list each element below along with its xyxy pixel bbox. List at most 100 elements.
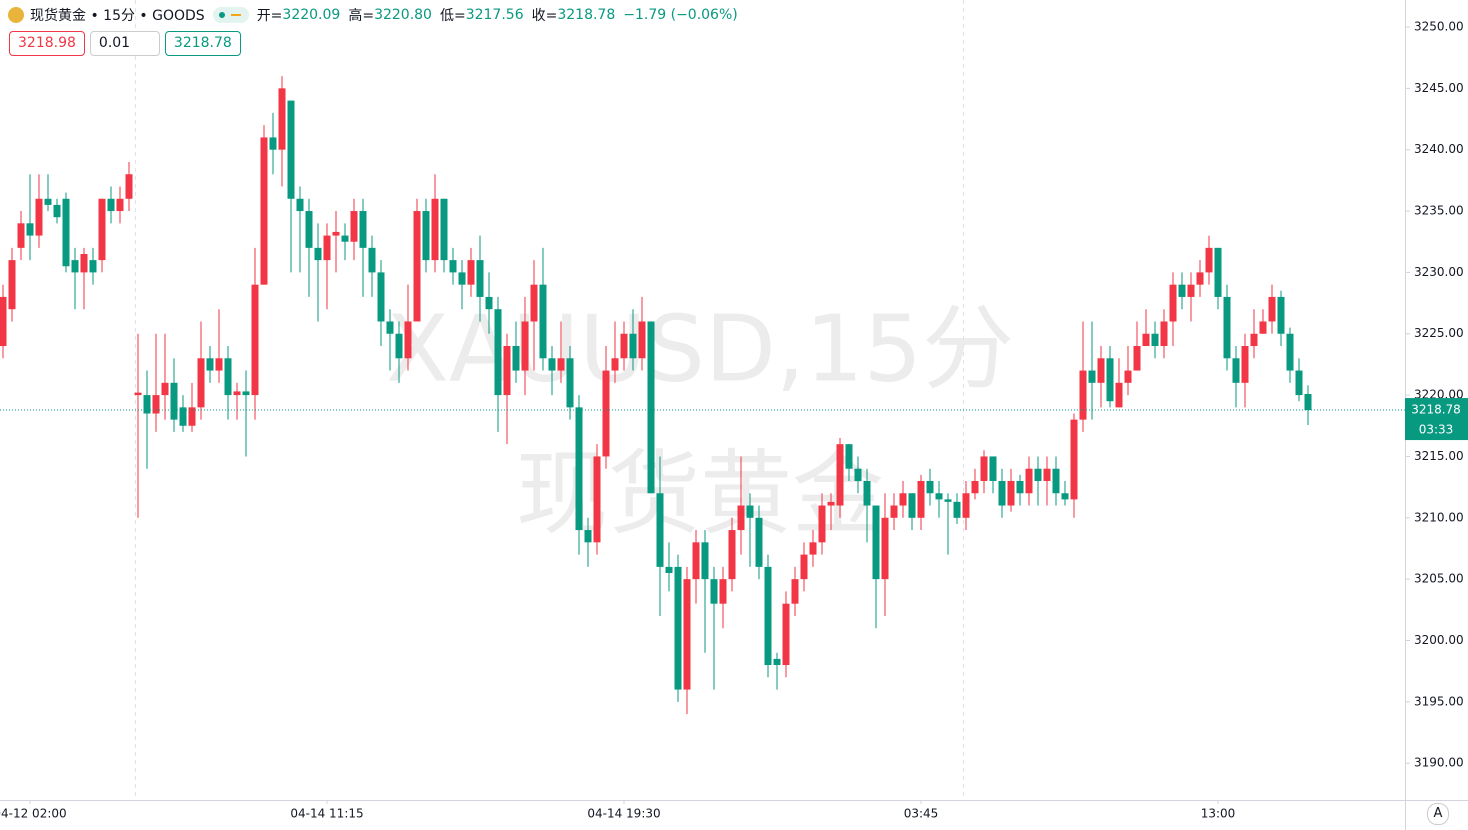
candle-body <box>1187 284 1195 297</box>
candle-body <box>791 579 799 604</box>
y-tick-label: 3205.00 <box>1414 572 1464 586</box>
change: −1.79 (−0.06%) <box>623 7 738 23</box>
candle-body <box>422 211 430 261</box>
candle-body <box>1025 468 1033 494</box>
candle-body <box>377 272 385 322</box>
candle-body <box>539 284 547 359</box>
x-tick-label: 03:45 <box>904 807 939 821</box>
candle-body <box>728 530 736 580</box>
y-tick-label: 3195.00 <box>1414 694 1464 708</box>
candle-body <box>1088 370 1096 383</box>
candle-body <box>323 235 331 261</box>
candle-body <box>17 223 25 248</box>
candle-body <box>944 499 952 502</box>
candle-body <box>503 346 511 396</box>
candle-body <box>269 137 277 150</box>
candle-body <box>359 211 367 248</box>
candle-body <box>179 407 187 426</box>
candle-body <box>782 603 790 666</box>
price-label: 3218.78 <box>1411 403 1461 417</box>
candle-body <box>746 505 754 518</box>
candle-body <box>755 517 763 567</box>
candle-body <box>1052 468 1060 494</box>
candle-body <box>989 456 997 481</box>
candle-body <box>404 321 412 359</box>
candle-body <box>683 579 691 690</box>
candle-body <box>1115 382 1123 408</box>
candle-body <box>251 284 259 396</box>
y-tick-label: 3245.00 <box>1414 81 1464 95</box>
candle-body <box>1295 370 1303 396</box>
candle-body <box>197 358 205 408</box>
candle-body <box>485 296 493 310</box>
candle-body <box>62 198 70 267</box>
candle-body <box>170 382 178 420</box>
candle-body <box>1151 333 1159 347</box>
candle-body <box>1277 296 1285 334</box>
candle-body <box>800 554 808 580</box>
trade-tags: 3218.98 0.01 3218.78 <box>9 31 241 56</box>
candle-body <box>44 198 52 205</box>
x-tick-label: 04-14 19:30 <box>587 807 660 821</box>
candle-body <box>773 658 781 666</box>
candle-body <box>566 358 574 408</box>
watermark-name: 现货黄金 <box>516 440 884 547</box>
sell-price[interactable]: 3218.98 <box>9 31 85 56</box>
candle-body <box>1241 346 1249 383</box>
candle-body <box>152 395 160 414</box>
high: 3220.80 <box>374 7 432 23</box>
candle-body <box>611 358 619 371</box>
candle-body <box>1223 296 1231 359</box>
candle-body <box>35 198 43 236</box>
candle-body <box>872 505 880 580</box>
candle-body <box>647 321 655 494</box>
low: 3217.56 <box>465 7 524 23</box>
candle-body <box>1124 370 1132 383</box>
candle-body <box>80 253 88 273</box>
candle-body <box>1016 480 1024 494</box>
candle-body <box>107 198 115 212</box>
auto-scale-button[interactable]: A <box>1427 803 1449 825</box>
candle-body <box>440 198 448 261</box>
candle-body <box>125 174 133 199</box>
candle-body <box>134 392 142 396</box>
y-tick-label: 3230.00 <box>1414 265 1464 279</box>
candle-body <box>890 505 898 518</box>
y-tick-label: 3190.00 <box>1414 756 1464 770</box>
candle-body <box>1232 358 1240 383</box>
candle-body <box>629 333 637 359</box>
buy-price[interactable]: 3218.78 <box>164 31 241 56</box>
candle-body <box>665 566 673 574</box>
candle-body <box>53 204 61 218</box>
candle-body <box>413 211 421 322</box>
candle-body <box>557 358 565 371</box>
candle-body <box>953 501 961 518</box>
candle-body <box>836 444 844 506</box>
candle-body <box>206 358 214 371</box>
candle-body <box>926 480 934 494</box>
candle-body <box>692 542 700 580</box>
symbol-icon <box>8 7 24 23</box>
candle-body <box>116 198 124 212</box>
candle-body <box>260 137 268 285</box>
candle-body <box>98 198 106 261</box>
candle-body <box>8 260 16 310</box>
y-tick-label: 3210.00 <box>1414 510 1464 524</box>
x-tick-label: 04-12 02:00 <box>0 807 67 821</box>
y-tick-label: 3240.00 <box>1414 142 1464 156</box>
y-tick-label: 3235.00 <box>1414 204 1464 218</box>
status-pill <box>212 7 249 23</box>
candle-body <box>1250 333 1258 347</box>
symbol: 现货黄金 • 15分 • GOODS <box>30 8 205 24</box>
candle-body <box>1304 393 1312 411</box>
candle-body <box>431 198 439 261</box>
candle-body <box>1214 247 1222 297</box>
candle-body <box>575 407 583 531</box>
candle-body <box>764 566 772 666</box>
candle-body <box>971 480 979 494</box>
candle-body <box>386 321 394 334</box>
candle-body <box>638 321 646 359</box>
candle-body <box>827 501 835 506</box>
candle-body <box>1061 493 1069 500</box>
